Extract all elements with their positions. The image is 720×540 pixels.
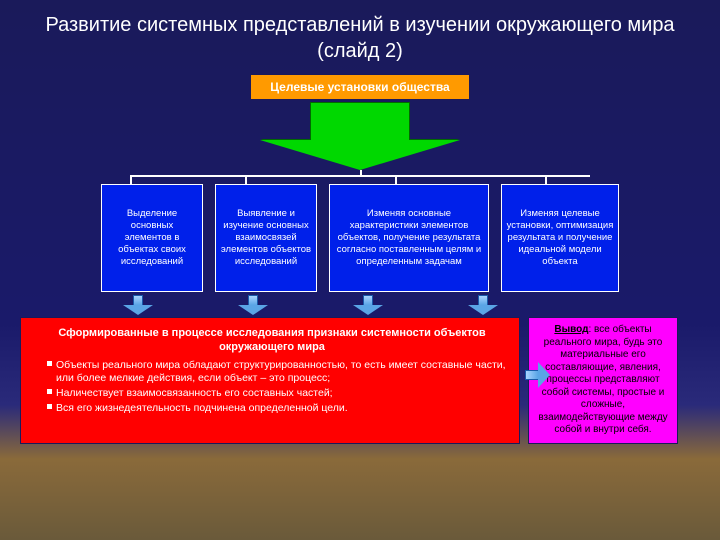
red-item-1: Объекты реального мира обладают структур… [52, 359, 509, 386]
small-down-arrow-2 [238, 295, 268, 315]
arrow-stem [310, 102, 410, 140]
blue-box-4: Изменяя целевые установки, оптимизация р… [501, 184, 619, 292]
blue-box-3: Изменяя основные характеристики элементо… [329, 184, 489, 292]
slide-title: Развитие системных представлений в изуче… [0, 0, 720, 68]
small-arrows-row [80, 295, 540, 315]
red-item-2: Наличествует взаимосвязанность его соста… [52, 387, 509, 401]
red-conclusion-box: Сформированные в процессе исследования п… [20, 317, 520, 444]
pink-text: : все объекты реального мира, будь это м… [538, 324, 667, 435]
small-down-arrow-3 [353, 295, 383, 315]
red-item-3: Вся его жизнедеятельность подчинена опре… [52, 402, 509, 416]
blue-boxes-row: Выделение основных элементов в объектах … [40, 184, 680, 292]
bottom-row: Сформированные в процессе исследования п… [20, 317, 700, 444]
pink-lead: Вывод [554, 324, 588, 335]
top-goal-box: Целевые установки общества [250, 74, 470, 100]
small-down-arrow-4 [468, 295, 498, 315]
big-down-arrow [260, 102, 460, 172]
blue-box-1: Выделение основных элементов в объектах … [101, 184, 203, 292]
branch-horizontal [130, 175, 590, 177]
red-box-header: Сформированные в процессе исследования п… [35, 326, 509, 355]
arrow-head [260, 140, 460, 170]
small-down-arrow-1 [123, 295, 153, 315]
blue-box-2: Выявление и изучение основных взаимосвяз… [215, 184, 317, 292]
red-box-list: Объекты реального мира обладают структур… [35, 359, 509, 416]
right-arrow [525, 362, 551, 388]
branch-stub-top [360, 170, 362, 175]
